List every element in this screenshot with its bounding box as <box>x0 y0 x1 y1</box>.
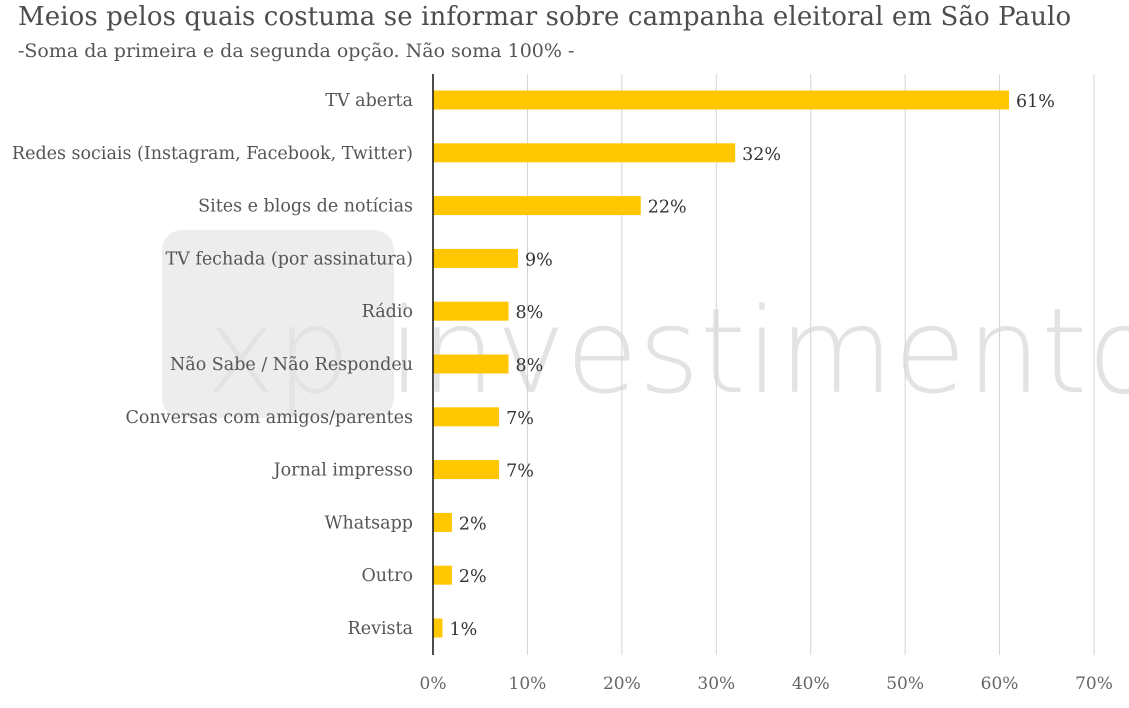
x-tick-label: 60% <box>981 674 1019 694</box>
data-label: 2% <box>459 567 487 587</box>
bar <box>433 196 641 215</box>
category-label: Rádio <box>362 302 413 322</box>
x-tick-label: 40% <box>792 674 830 694</box>
data-label: 7% <box>506 409 534 429</box>
category-label: Conversas com amigos/parentes <box>126 408 414 428</box>
category-label: Whatsapp <box>324 513 413 533</box>
x-tick-label: 50% <box>886 674 924 694</box>
data-label: 22% <box>648 198 687 218</box>
data-label: 7% <box>506 462 534 482</box>
category-label: Jornal impresso <box>272 461 413 481</box>
bar <box>433 143 735 162</box>
bar <box>433 460 499 479</box>
x-tick-label: 0% <box>420 674 447 694</box>
category-label: TV aberta <box>325 91 413 111</box>
x-tick-label: 30% <box>697 674 735 694</box>
bar <box>433 249 518 268</box>
bar <box>433 91 1009 110</box>
watermark-text: xp investimentos <box>206 282 1129 420</box>
data-label: 2% <box>459 514 487 534</box>
bar <box>433 355 509 374</box>
bar <box>433 619 442 638</box>
bar <box>433 566 452 585</box>
bar <box>433 407 499 426</box>
category-label: Revista <box>348 619 413 639</box>
data-label: 8% <box>516 356 544 376</box>
category-label: Sites e blogs de notícias <box>198 197 413 217</box>
data-label: 1% <box>449 620 477 640</box>
bar <box>433 302 509 321</box>
data-label: 8% <box>516 303 544 323</box>
category-label: Redes sociais (Instagram, Facebook, Twit… <box>12 144 413 164</box>
bar <box>433 513 452 532</box>
data-label: 9% <box>525 250 553 270</box>
category-label: Outro <box>361 566 413 586</box>
data-label: 61% <box>1016 92 1055 112</box>
category-label: Não Sabe / Não Respondeu <box>170 355 413 375</box>
x-tick-label: 70% <box>1075 674 1113 694</box>
x-tick-label: 20% <box>603 674 641 694</box>
category-label: TV fechada (por assinatura) <box>165 249 413 269</box>
data-label: 32% <box>742 145 781 165</box>
x-tick-label: 10% <box>509 674 547 694</box>
